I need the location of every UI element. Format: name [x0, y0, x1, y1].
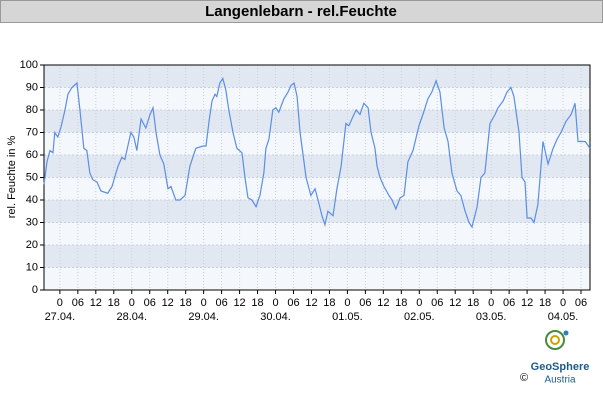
x-tick-label: 06: [359, 297, 371, 309]
y-tick-label: 20: [26, 239, 38, 251]
date-label: 29.04.: [188, 311, 219, 323]
data-line: [43, 77, 591, 229]
y-tick-label: 10: [26, 261, 38, 273]
copyright: ©: [520, 372, 528, 384]
x-tick-label: 0: [201, 297, 207, 309]
x-tick-label: 06: [215, 297, 227, 309]
x-tick-label: 0: [344, 297, 350, 309]
logo-mark: [550, 335, 560, 345]
date-label: 04.05.: [548, 311, 579, 323]
y-tick-label: 30: [26, 216, 38, 228]
x-tick-label: 12: [521, 297, 533, 309]
y-tick-label: 50: [26, 171, 38, 183]
y-tick-label: 0: [32, 284, 38, 296]
x-tick-label: 06: [144, 297, 156, 309]
date-label: 30.04.: [260, 311, 291, 323]
logo-mark: [563, 330, 569, 336]
x-tick-label: 0: [129, 297, 135, 309]
x-tick-label: 12: [162, 297, 174, 309]
x-tick-label: 0: [416, 297, 422, 309]
date-label: 03.05.: [476, 311, 507, 323]
x-tick-label: 12: [305, 297, 317, 309]
x-tick-label: 0: [272, 297, 278, 309]
band: [44, 110, 590, 133]
x-tick-label: 12: [377, 297, 389, 309]
y-tick-label: 60: [26, 149, 38, 161]
x-tick-label: 12: [90, 297, 102, 309]
x-tick-label: 18: [395, 297, 407, 309]
x-tick-label: 06: [575, 297, 587, 309]
x-tick-label: 06: [431, 297, 443, 309]
y-tick-label: 90: [26, 81, 38, 93]
date-label: 27.04.: [45, 311, 76, 323]
band: [44, 200, 590, 223]
x-tick-label: 06: [72, 297, 84, 309]
x-tick-label: 06: [503, 297, 515, 309]
date-label: 02.05.: [404, 311, 435, 323]
x-tick-label: 18: [467, 297, 479, 309]
brand: GeoSphere: [531, 361, 590, 373]
x-tick-label: 18: [108, 297, 120, 309]
logo-mark: [545, 330, 565, 350]
x-tick-label: 18: [251, 297, 263, 309]
y-tick-label: 100: [20, 59, 38, 71]
date-label: 01.05.: [332, 311, 363, 323]
y-tick-label: 40: [26, 194, 38, 206]
x-tick-label: 18: [323, 297, 335, 309]
brand-sub: Austria: [544, 375, 576, 386]
chart-title: Langenlebarn - rel.Feuchte: [205, 3, 397, 20]
logo: [545, 330, 569, 350]
y-tick-label: 70: [26, 126, 38, 138]
x-tick-label: 0: [488, 297, 494, 309]
x-tick-label: 18: [539, 297, 551, 309]
x-tick-label: 12: [233, 297, 245, 309]
date-label: 28.04.: [116, 311, 147, 323]
y-tick-label: 80: [26, 104, 38, 116]
band: [44, 155, 590, 178]
x-tick-label: 0: [57, 297, 63, 309]
y-axis-label: rel. Feuchte in %: [6, 136, 18, 219]
plot: 0 06 12 18 0 06 12 18 0 06 12 18 0 06 12 18 0 06 12 18 0 06 12…: [20, 59, 591, 323]
plot-frame: [43, 64, 591, 291]
band: [44, 65, 590, 88]
x-tick-label: 06: [287, 297, 299, 309]
x-tick-label: 18: [180, 297, 192, 309]
x-tick-label: 0: [560, 297, 566, 309]
x-tick-label: 12: [449, 297, 461, 309]
band: [44, 245, 590, 268]
